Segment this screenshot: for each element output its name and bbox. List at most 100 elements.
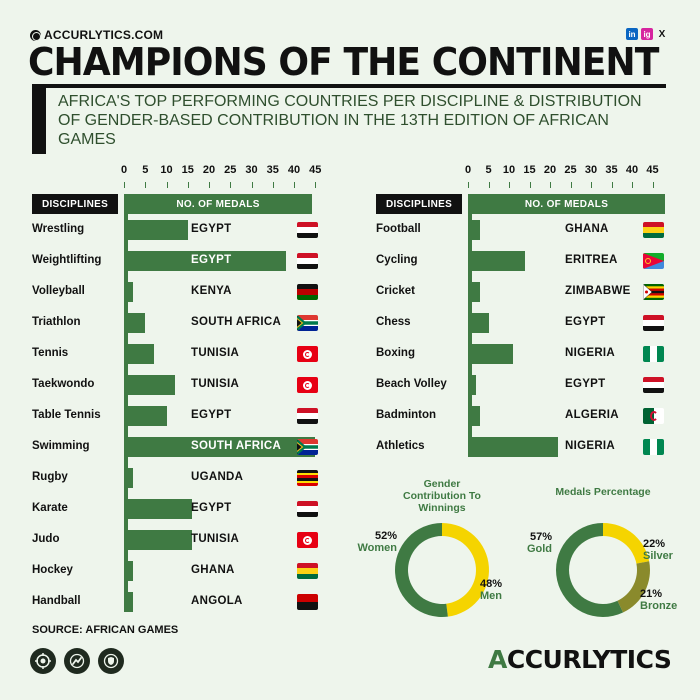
page-title: CHAMPIONS OF THE CONTINENT [28,40,659,84]
men-pct: 48% [480,578,503,590]
country-label: ANGOLA [191,595,243,607]
subtitle-accent [32,86,46,154]
scale-tick-mark [230,182,232,188]
discipline-label: Handball [32,595,81,607]
egypt-flag-icon [643,377,664,393]
scale-tick-mark [209,182,210,188]
scale-tick-mark [294,182,295,188]
egypt-flag-icon [297,253,318,269]
nigeria-flag-icon [643,346,664,362]
scale-tick-text: 10 [160,164,173,176]
country-label: TUNISIA [191,347,240,359]
country-label: EGYPT [565,378,606,390]
instagram-icon[interactable]: ig [641,28,653,40]
scale-tick-mark [272,182,274,188]
tunisia-flag-icon [297,377,318,393]
discipline-label: Rugby [32,471,68,483]
scale-tick-text: 40 [287,164,301,176]
target-icon [30,648,56,674]
scale-tick-mark [124,182,125,188]
x-icon[interactable]: X [656,28,668,40]
discipline-label: Swimming [32,440,90,452]
medals-pie-title: Medals Percentage [555,486,651,498]
scale-tick-mark [468,182,469,188]
country-label: EGYPT [191,254,232,266]
scale-tick-mark [529,182,531,188]
scale-tick-mark [550,182,551,188]
scale-tick-text: 5 [142,164,149,176]
scale-tick-text: 5 [485,164,492,176]
south_africa-flag-icon [297,439,318,455]
discipline-label: Football [376,223,421,235]
silver-name: Silver [643,550,673,562]
medal-bar [468,437,559,457]
zimbabwe-flag-icon [643,284,664,300]
medal-bar [124,313,146,333]
scale-tick-mark [632,182,633,188]
discipline-label: Hockey [32,564,73,576]
medals-header: NO. OF MEDALS [124,194,312,214]
country-label: TUNISIA [191,378,240,390]
social-links: in ig X [626,28,668,40]
country-label: ZIMBABWE [565,285,631,297]
medal-bar [124,437,316,457]
value-axis-line [468,214,472,457]
footer-icons [30,648,124,674]
scale-tick-mark [488,182,490,188]
scale-tick-text: 40 [625,164,639,176]
medal-bar [124,592,133,612]
discipline-label: Badminton [376,409,437,421]
scale-tick-text: 35 [605,164,618,176]
medals-header: NO. OF MEDALS [468,194,665,214]
silver-pct: 22% [643,538,666,550]
medal-bar [124,499,192,519]
scale-tick-text: 25 [564,164,577,176]
gender-men-label: 48% Men [480,578,502,602]
medal-bar [124,344,154,364]
gender-donut-chart [395,523,489,617]
country-label: GHANA [191,564,235,576]
disciplines-header: DISCIPLINES [376,194,462,214]
medals-donut-chart [556,523,650,617]
scale-tick-mark [251,182,253,188]
country-label: NIGERIA [565,347,616,359]
country-label: UGANDA [191,471,244,483]
scale-tick-text: 30 [245,164,258,176]
scale-tick-text: 15 [523,164,536,176]
country-label: EGYPT [191,502,232,514]
medal-bar [124,468,133,488]
silver-slice [603,523,650,564]
women-slice [395,523,448,617]
scale-tick-text: 45 [309,164,322,176]
medal-bar [124,220,188,240]
men-name: Men [480,590,502,602]
scale-tick-text: 0 [464,164,472,176]
medals-silver-label: 22% Silver [643,538,673,562]
scale-tick-mark [591,182,592,188]
scale-tick-mark [509,182,510,188]
scale-tick-text: 45 [646,164,659,176]
discipline-label: Cycling [376,254,418,266]
scale-tick-text: 20 [543,164,557,176]
discipline-label: Triathlon [32,316,81,328]
discipline-label: Chess [376,316,411,328]
linkedin-icon[interactable]: in [626,28,638,40]
country-label: TUNISIA [191,533,240,545]
medals-bronze-label: 21% Bronze [640,588,677,612]
shield-icon [98,648,124,674]
country-label: EGYPT [191,223,232,235]
discipline-label: Taekwondo [32,378,95,390]
scale-tick-mark [166,182,168,188]
medal-bar [468,375,477,395]
scale-tick-text: 20 [202,164,216,176]
brand-top: ACCURLYTICS.COM [30,28,163,42]
scale-tick-mark [145,182,147,188]
globe-icon [30,29,41,41]
south_africa-flag-icon [297,315,318,331]
country-label: GHANA [565,223,609,235]
scale-tick-text: 30 [584,164,598,176]
brand-logo-rest: CCURLYTICS [506,645,672,674]
scale-tick-mark [187,182,189,188]
tunisia-flag-icon [297,532,318,548]
country-label: SOUTH AFRICA [191,316,282,328]
